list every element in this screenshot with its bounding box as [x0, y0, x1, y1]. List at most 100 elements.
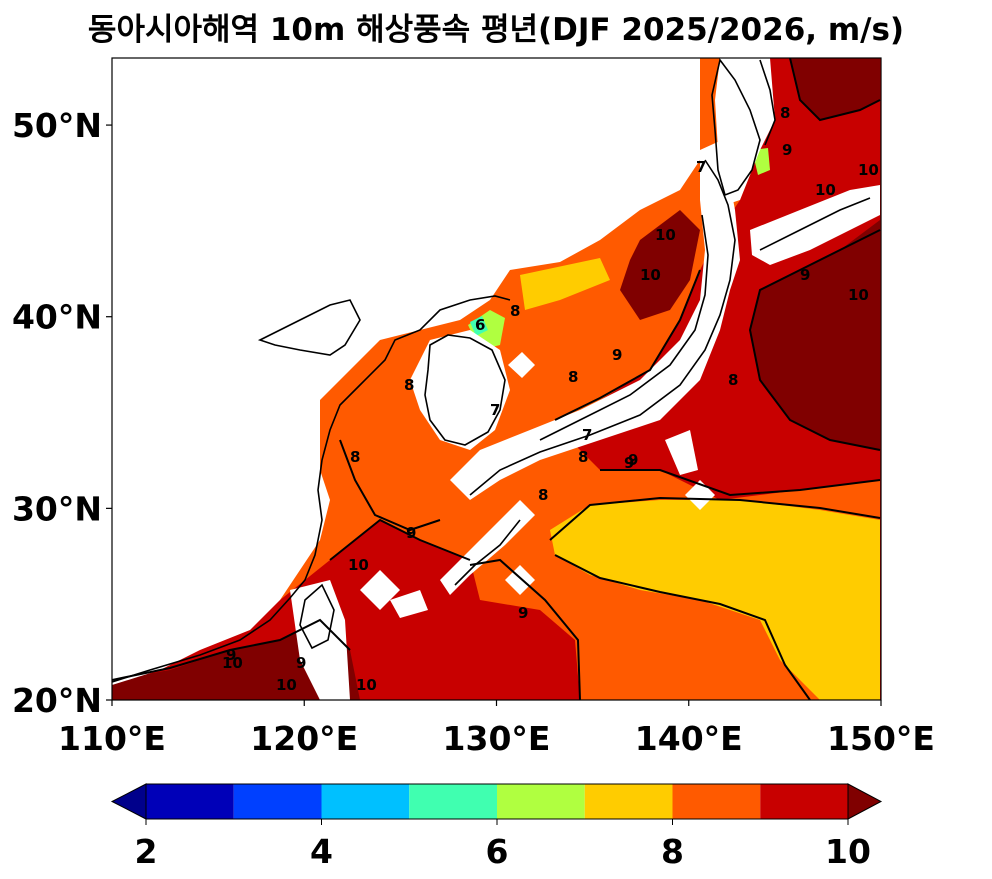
land-island [665, 430, 698, 475]
colorbar-extend-over [847, 783, 883, 820]
contour-label: 7 [582, 426, 592, 444]
contour-7-south [554, 554, 811, 700]
x-tick-label: 110°E [58, 719, 166, 758]
colorbar-segment [672, 784, 761, 819]
contour-8 [469, 558, 581, 700]
contour-label: 9 [226, 646, 236, 664]
land-mask [112, 58, 700, 685]
wind-speed-field [112, 58, 881, 700]
contour-label: 10 [848, 286, 869, 304]
contour-7 [549, 496, 881, 541]
colorbar: 2 4 6 8 10 [110, 783, 883, 871]
contour-label: 9 [624, 454, 634, 472]
colorbar-segment [321, 784, 410, 819]
contour-label: 8 [350, 448, 360, 466]
coastline-sakhalin [759, 59, 776, 146]
contour-8-east [600, 469, 881, 497]
land-kuril [750, 185, 880, 265]
region-10ms-japan-sea [620, 210, 700, 320]
y-axis: 20°N 30°N 40°N 50°N [12, 106, 112, 720]
contour-label: 6 [475, 316, 485, 334]
x-axis: 110°E 120°E 130°E 140°E 150°E [58, 700, 935, 758]
contour-label: 10 [222, 654, 243, 672]
colorbar-tick-label: 8 [661, 832, 684, 871]
contour-label: 9 [296, 654, 306, 672]
coastline-japan [469, 159, 736, 496]
colorbar-segment [409, 784, 497, 819]
contour-label: 10 [276, 676, 297, 694]
region-7ms-coast-korea [520, 258, 610, 310]
coastlines [112, 58, 871, 683]
region-7ms [550, 500, 880, 700]
contour-labels: 9 9 9 8 8 8 8 8 8 9 9 8 10 10 10 10 10 1… [222, 104, 879, 694]
contour-label: 8 [538, 486, 548, 504]
coastline-bohai [257, 299, 361, 356]
region-8ms-yellow-sea [320, 370, 470, 530]
contour-lines [112, 58, 881, 700]
colorbar-segment [233, 784, 322, 819]
contour-label: 8 [728, 371, 738, 389]
contour-label: 8 [568, 368, 578, 386]
contour-9-sw [329, 518, 471, 561]
x-tick-label: 150°E [827, 719, 935, 758]
contour-label: 9 [406, 524, 416, 542]
contour-10-east [748, 229, 881, 451]
contour-label: 10 [348, 556, 369, 574]
contour-10-sw [112, 618, 351, 681]
y-tick-label: 40°N [12, 298, 102, 337]
contour-label: 8 [578, 448, 588, 466]
land-korea [410, 330, 510, 450]
y-tick-label: 30°N [12, 489, 102, 528]
land-hokkaido [715, 58, 775, 205]
contour-label: 9 [518, 604, 528, 622]
coastline-taiwan [299, 583, 335, 650]
contour-label: 10 [356, 676, 377, 694]
region-10ms-north [790, 58, 880, 120]
contour-label: 8 [780, 104, 790, 122]
contour-label: 9 [800, 266, 810, 284]
contour-label: 8 [510, 302, 520, 320]
colorbar-tick-label: 10 [825, 832, 871, 871]
land-island [508, 352, 535, 378]
land-island [390, 590, 428, 618]
colorbar-extend-under [110, 783, 147, 820]
region-5ms [470, 316, 488, 336]
contour-label: 7 [696, 158, 706, 176]
y-tick-label: 50°N [12, 106, 102, 145]
coastline-china [112, 295, 511, 683]
land-japan [450, 140, 740, 500]
map-title: 동아시아해역 10m 해상풍속 평년(DJF 2025/2026, m/s) [87, 12, 905, 48]
coastline-hokkaido [711, 58, 761, 197]
colorbar-segment [497, 784, 585, 819]
colorbar-segment [146, 784, 234, 819]
x-tick-label: 140°E [635, 719, 743, 758]
colorbar-tick-label: 6 [486, 832, 509, 871]
region-10ms-east [750, 220, 880, 450]
colorbar-tick-label: 2 [135, 832, 158, 871]
contour-label: 9 [612, 346, 622, 364]
coastline-ryukyu [454, 519, 521, 586]
contour-8-yellowsea [339, 439, 441, 532]
contour-label: 9 [782, 141, 792, 159]
x-tick-label: 120°E [250, 719, 358, 758]
colorbar-tick-label: 4 [310, 832, 333, 871]
contour-label: 10 [815, 181, 836, 199]
contour-label: 8 [404, 376, 414, 394]
coastline-kurils [759, 197, 871, 251]
land-ryukyu [440, 500, 535, 595]
contour-label: 9 [628, 451, 638, 469]
land-island [505, 565, 535, 595]
colorbar-segment [760, 784, 848, 819]
y-tick-label: 20°N [12, 681, 102, 720]
contour-10-north [789, 58, 881, 122]
x-tick-label: 130°E [443, 719, 551, 758]
contour-label: 10 [655, 226, 676, 244]
land-taiwan [290, 580, 350, 700]
contour-label: 10 [858, 161, 879, 179]
coastline-japan-west [539, 214, 709, 441]
contour-label: 10 [640, 266, 661, 284]
contour-label: 7 [490, 401, 500, 419]
colorbar-segment [584, 784, 673, 819]
coastline-korea [424, 334, 506, 446]
